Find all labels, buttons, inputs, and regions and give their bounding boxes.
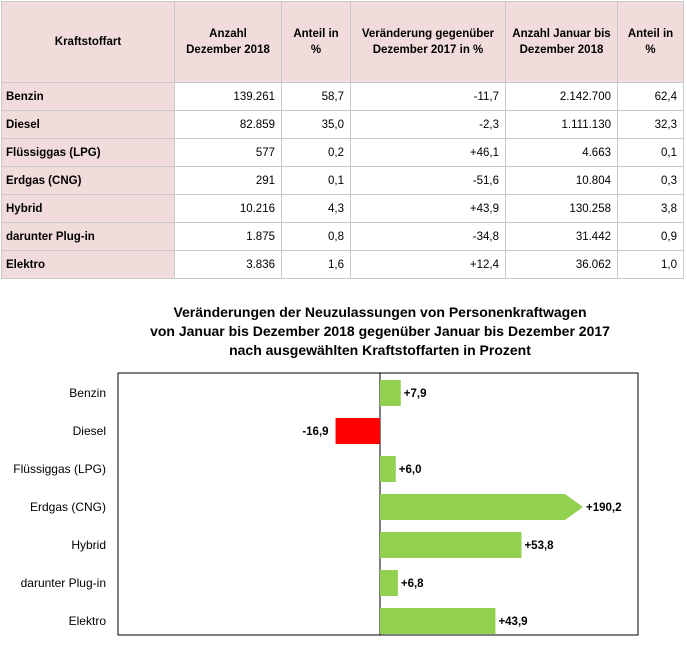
cell-anzahl-januar-dezember: 31.442 (505, 222, 618, 251)
fuel-statistics-table: Kraftstoffart Anzahl Dezember 2018 Antei… (1, 1, 684, 279)
cell-anteil-dezember: 0,1 (281, 166, 351, 195)
cell-anteil-dezember: 4,3 (281, 194, 351, 223)
table-row: Flüssiggas (LPG) 577 0,2 +46,1 4.663 0,1 (1, 138, 684, 167)
bar (380, 608, 496, 634)
cell-anzahl-dezember: 139.261 (174, 82, 282, 111)
data-label: +190,2 (586, 502, 622, 514)
change-bar-chart: Benzin +7,9 Diesel -16,9 Flüssiggas (LPG) +6,… (13, 372, 639, 636)
data-label: -16,9 (302, 426, 328, 438)
cell-anzahl-januar-dezember: 36.062 (505, 250, 618, 279)
cell-anteil-januar-dezember: 0,9 (617, 222, 684, 251)
row-label: Flüssiggas (LPG) (1, 138, 175, 167)
cell-anteil-januar-dezember: 0,3 (617, 166, 684, 195)
header-anzahl-dezember: Anzahl Dezember 2018 (174, 1, 282, 83)
bar (380, 570, 398, 596)
bar (380, 532, 522, 558)
cell-veraenderung: -51,6 (350, 166, 506, 195)
table-row: Hybrid 10.216 4,3 +43,9 130.258 3,8 (1, 194, 684, 223)
cell-anteil-dezember: 1,6 (281, 250, 351, 279)
cell-veraenderung: +46,1 (350, 138, 506, 167)
table-row: Elektro 3.836 1,6 +12,4 36.062 1,0 (1, 250, 684, 279)
cell-anzahl-dezember: 1.875 (174, 222, 282, 251)
cell-anzahl-januar-dezember: 1.111.130 (505, 110, 618, 139)
category-label: Flüssiggas (LPG) (13, 462, 106, 476)
bar (380, 380, 401, 406)
data-label: +6,8 (401, 578, 424, 590)
category-label: Hybrid (71, 538, 106, 552)
row-label: Benzin (1, 82, 175, 111)
cell-anzahl-dezember: 291 (174, 166, 282, 195)
category-label: darunter Plug-in (21, 576, 106, 590)
chart-title-line: nach ausgewählten Kraftstoffarten in Pro… (229, 342, 531, 358)
cell-anzahl-januar-dezember: 2.142.700 (505, 82, 618, 111)
row-label: Hybrid (1, 194, 175, 223)
chart-title: Veränderungen der Neuzulassungen von Per… (80, 303, 680, 360)
bar (335, 418, 380, 444)
cell-veraenderung: -11,7 (350, 82, 506, 111)
data-label: +53,8 (524, 540, 554, 552)
header-kraftstoffart: Kraftstoffart (1, 1, 175, 83)
cell-anzahl-dezember: 82.859 (174, 110, 282, 139)
cell-anzahl-dezember: 577 (174, 138, 282, 167)
cell-anteil-dezember: 35,0 (281, 110, 351, 139)
data-label: +7,9 (404, 388, 427, 400)
table-row: Diesel 82.859 35,0 -2,3 1.111.130 32,3 (1, 110, 684, 139)
cell-anteil-dezember: 58,7 (281, 82, 351, 111)
header-anzahl-januar-dezember: Anzahl Januar bis Dezember 2018 (505, 1, 618, 83)
row-label: darunter Plug-in (1, 222, 175, 251)
cell-anzahl-dezember: 3.836 (174, 250, 282, 279)
header-anteil-januar-dezember: Anteil in % (617, 1, 684, 83)
bar (380, 456, 396, 482)
cell-anzahl-januar-dezember: 4.663 (505, 138, 618, 167)
cell-anteil-januar-dezember: 32,3 (617, 110, 684, 139)
cell-anteil-dezember: 0,8 (281, 222, 351, 251)
table-row: darunter Plug-in 1.875 0,8 -34,8 31.442 … (1, 222, 684, 251)
chart-title-line: Veränderungen der Neuzulassungen von Per… (173, 304, 587, 320)
cell-anzahl-januar-dezember: 130.258 (505, 194, 618, 223)
header-anteil-dezember: Anteil in % (281, 1, 351, 83)
cell-anzahl-januar-dezember: 10.804 (505, 166, 618, 195)
table-row: Erdgas (CNG) 291 0,1 -51,6 10.804 0,3 (1, 166, 684, 195)
chart-title-line: von Januar bis Dezember 2018 gegenüber J… (150, 323, 610, 339)
table-row: Benzin 139.261 58,7 -11,7 2.142.700 62,4 (1, 82, 684, 111)
cell-veraenderung: +43,9 (350, 194, 506, 223)
data-label: +43,9 (498, 616, 527, 628)
table-header-row: Kraftstoffart Anzahl Dezember 2018 Antei… (1, 1, 684, 83)
cell-anteil-dezember: 0,2 (281, 138, 351, 167)
category-label: Benzin (69, 386, 106, 400)
category-label: Erdgas (CNG) (30, 500, 106, 514)
cell-anteil-januar-dezember: 1,0 (617, 250, 684, 279)
header-veraenderung: Veränderung gegenüber Dezember 2017 in % (350, 1, 506, 83)
cell-anteil-januar-dezember: 62,4 (617, 82, 684, 111)
cell-veraenderung: -2,3 (350, 110, 506, 139)
cell-veraenderung: +12,4 (350, 250, 506, 279)
bar-truncated (380, 494, 583, 520)
row-label: Erdgas (CNG) (1, 166, 175, 195)
category-label: Elektro (69, 614, 107, 628)
data-label: +6,0 (399, 464, 422, 476)
cell-anteil-januar-dezember: 0,1 (617, 138, 684, 167)
cell-anteil-januar-dezember: 3,8 (617, 194, 684, 223)
cell-anzahl-dezember: 10.216 (174, 194, 282, 223)
row-label: Diesel (1, 110, 175, 139)
cell-veraenderung: -34,8 (350, 222, 506, 251)
row-label: Elektro (1, 250, 175, 279)
category-label: Diesel (73, 424, 106, 438)
